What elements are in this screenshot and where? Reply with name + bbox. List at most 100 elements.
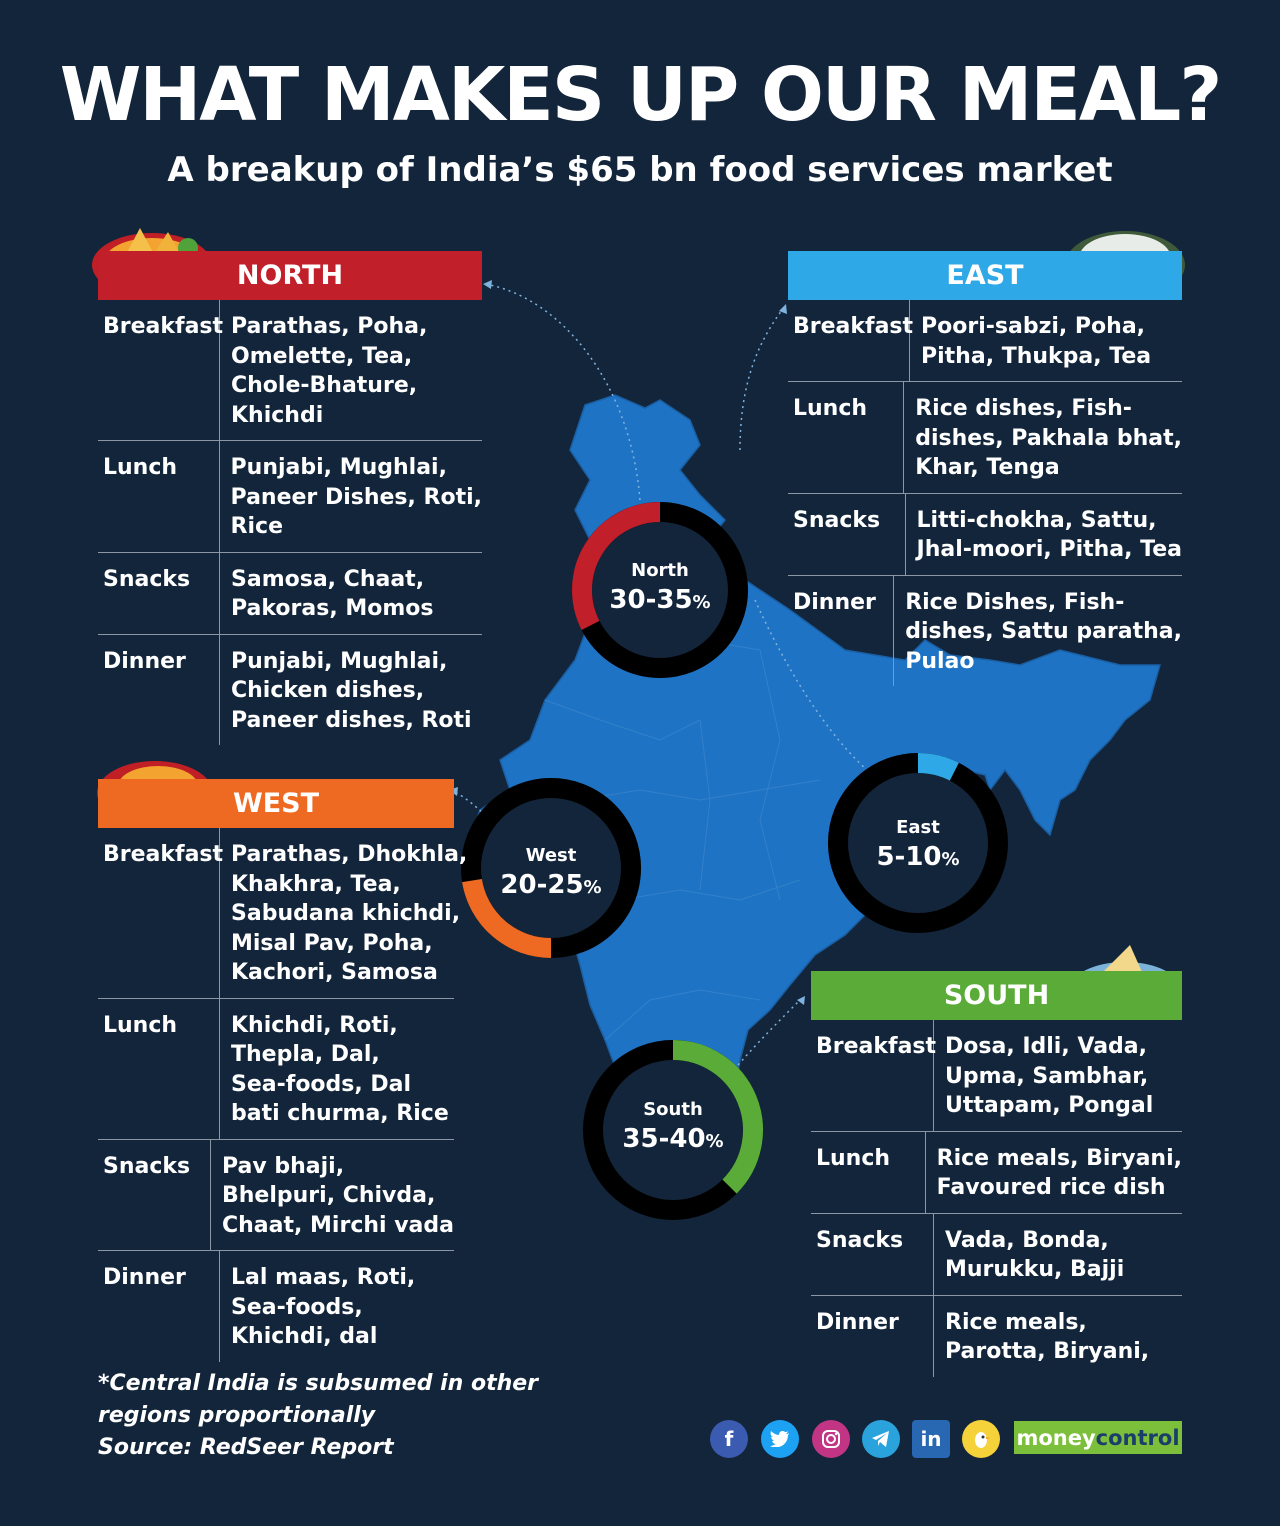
dish-line: Khichdi, dal bbox=[231, 1324, 378, 1349]
meal-dishes: Parathas, Dhokhla, Khakhra, Tea, Sabudana … bbox=[220, 828, 467, 998]
meal-name: Snacks bbox=[98, 1139, 211, 1250]
east-share-label: East 5-10% bbox=[848, 817, 988, 872]
dish-line: Parotta, Biryani, bbox=[945, 1339, 1150, 1364]
south-share-value: 35-40% bbox=[622, 1124, 724, 1154]
dish-line: Chole-Bhature, bbox=[231, 373, 418, 398]
meal-dishes: Parathas, Poha, Omelette, Tea, Chole-Bhatu… bbox=[220, 300, 427, 440]
dish-line: Kachori, Samosa bbox=[231, 960, 438, 985]
south-title: SOUTH bbox=[943, 980, 1050, 1011]
meal-dishes: Punjabi, Mughlai, Chicken dishes, Paneer d… bbox=[220, 635, 472, 746]
west-meal-row: Dinner Lal maas, Roti, Sea-foods, Khichdi, … bbox=[98, 1251, 454, 1362]
west-meal-row: Snacks Pav bhaji, Bhelpuri, Chivda, Chaat, … bbox=[98, 1139, 454, 1251]
dish-line: Poori-sabzi, Poha, bbox=[921, 314, 1146, 339]
linkedin-icon[interactable]: in bbox=[912, 1420, 950, 1458]
dish-line: Lal maas, Roti, bbox=[231, 1265, 416, 1290]
dish-line: Rice meals, Biryani, bbox=[936, 1145, 1182, 1171]
dish-line: Parathas, Dhokhla, bbox=[231, 842, 468, 867]
meal-name: Breakfast bbox=[788, 300, 913, 381]
north-meal-row: Dinner Punjabi, Mughlai, Chicken dishes, Pa… bbox=[98, 634, 482, 746]
west-meal-row: Lunch Khichdi, Roti, Thepla, Dal, Sea-foods… bbox=[98, 998, 454, 1140]
dish-line: Paneer dishes, Roti bbox=[231, 707, 472, 733]
dish-line: Rice meals, bbox=[945, 1309, 1087, 1335]
meal-name: Dinner bbox=[98, 634, 220, 745]
east-donut-share-arc bbox=[917, 753, 959, 781]
dish-line: Vada, Bonda, bbox=[945, 1227, 1109, 1253]
dish-line: Rice dishes, Fish- bbox=[915, 396, 1132, 421]
east-share-value: 5-10% bbox=[876, 842, 960, 872]
south-donut-center bbox=[583, 1040, 763, 1220]
west-share-label: West 20-25% bbox=[481, 845, 621, 900]
dish-line: Rice bbox=[230, 514, 283, 539]
dish-line: Khichdi bbox=[231, 402, 324, 428]
dish-line: Thepla, Dal, bbox=[231, 1042, 380, 1067]
page-title: WHAT MAKES UP OUR MEAL? bbox=[59, 52, 1223, 138]
west-share-value: 20-25% bbox=[500, 870, 602, 900]
twitter-icon[interactable] bbox=[761, 1420, 799, 1458]
meal-name: Breakfast bbox=[98, 300, 223, 440]
moneycontrol-logo[interactable]: money control bbox=[1014, 1421, 1182, 1454]
dish-line: Pitha, Thukpa, Tea bbox=[921, 343, 1152, 369]
dish-line: bati churma, Rice bbox=[231, 1101, 449, 1126]
meal-name: Dinner bbox=[98, 1251, 220, 1362]
meal-name: Snacks bbox=[811, 1213, 934, 1295]
dish-line: Dosa, Idli, Vada, bbox=[945, 1034, 1147, 1059]
north-meal-row: Lunch Punjabi, Mughlai, Paneer Dishes, Rot… bbox=[98, 441, 482, 553]
north-title: NORTH bbox=[236, 260, 344, 291]
meal-name: Lunch bbox=[98, 998, 220, 1139]
dish-line: Punjabi, Mughlai, bbox=[230, 455, 447, 480]
dish-line: Sea-foods, bbox=[231, 1294, 363, 1320]
east-meal-row: Dinner Rice Dishes, Fish-dishes, Sattu pa… bbox=[788, 575, 1182, 686]
koo-icon[interactable] bbox=[962, 1420, 1000, 1458]
dish-line: Murukku, Bajji bbox=[945, 1257, 1125, 1282]
east-donut-center bbox=[828, 753, 1008, 933]
dish-line: Omelette, Tea, bbox=[231, 343, 413, 369]
dish-line: Bhelpuri, Chivda, bbox=[222, 1183, 436, 1208]
meal-dishes: Dosa, Idli, Vada, Upma, Sambhar, Uttapam, … bbox=[934, 1020, 1153, 1131]
south-share-label: South 35-40% bbox=[603, 1099, 743, 1154]
source-line: Source: RedSeer Report bbox=[98, 1435, 394, 1460]
meal-name: Lunch bbox=[811, 1131, 926, 1213]
meal-name: Snacks bbox=[98, 552, 220, 634]
telegram-icon[interactable] bbox=[862, 1420, 900, 1458]
dish-line: Sea-foods, Dal bbox=[231, 1071, 412, 1097]
east-meal-table: Breakfast Poori-sabzi, Poha, Pitha, Thukpa… bbox=[788, 300, 1182, 686]
meal-name: Dinner bbox=[811, 1295, 934, 1377]
instagram-icon[interactable] bbox=[812, 1420, 850, 1458]
meal-dishes: Samosa, Chaat, Pakoras, Momos bbox=[220, 553, 433, 634]
south-meal-row: Breakfast Dosa, Idli, Vada, Upma, Sambhar,… bbox=[811, 1020, 1182, 1132]
dish-line: Samosa, Chaat, bbox=[231, 566, 425, 592]
meal-name: Snacks bbox=[788, 493, 906, 575]
meal-dishes: Rice meals, Parotta, Biryani, bbox=[934, 1296, 1149, 1377]
dish-line: Chaat, Mirchi vada bbox=[222, 1212, 454, 1238]
south-meal-row: Lunch Rice meals, Biryani, Favoured rice d… bbox=[811, 1131, 1182, 1214]
north-donut-center bbox=[572, 502, 748, 678]
dish-line: Sabudana khichdi, bbox=[231, 901, 461, 926]
dish-line: Favoured rice dish bbox=[936, 1175, 1166, 1200]
facebook-icon[interactable]: f bbox=[710, 1420, 748, 1458]
north-donut-share-arc bbox=[572, 502, 661, 630]
dish-line: Rice Dishes, Fish- bbox=[905, 589, 1125, 615]
dish-line: Jhal-moori, Pitha, Tea bbox=[916, 537, 1182, 562]
north-meal-table: Breakfast Parathas, Poha, Omelette, Tea, Ch… bbox=[98, 300, 482, 745]
dish-line: Punjabi, Mughlai, bbox=[231, 648, 448, 674]
footnote-line-1: *Central India is subsumed in other bbox=[98, 1371, 539, 1396]
north-meal-row: Snacks Samosa, Chaat, Pakoras, Momos bbox=[98, 552, 482, 635]
dish-line: Upma, Sambhar, bbox=[945, 1063, 1149, 1089]
east-title: EAST bbox=[946, 260, 1024, 291]
meal-name: Dinner bbox=[788, 575, 895, 686]
dish-line: dishes, Sattu paratha, bbox=[905, 619, 1182, 644]
dish-line: Litti-chokha, Sattu, bbox=[916, 507, 1157, 533]
east-meal-row: Breakfast Poori-sabzi, Poha, Pitha, Thukpa… bbox=[788, 300, 1182, 382]
meal-dishes: Lal maas, Roti, Sea-foods, Khichdi, dal bbox=[220, 1251, 415, 1362]
meal-dishes: Rice dishes, Fish-dishes, Pakhala bhat, K… bbox=[904, 382, 1182, 493]
north-header: NORTH bbox=[98, 251, 482, 300]
west-meal-row: Breakfast Parathas, Dhokhla, Khakhra, Tea,… bbox=[98, 828, 467, 999]
dish-line: Paneer Dishes, Roti, bbox=[230, 484, 482, 510]
meal-name: Lunch bbox=[788, 382, 905, 493]
dish-line: Chicken dishes, bbox=[231, 678, 425, 703]
meal-dishes: Pav bhaji, Bhelpuri, Chivda, Chaat, Mirchi… bbox=[211, 1140, 454, 1251]
south-meal-row: Snacks Vada, Bonda, Murukku, Bajji bbox=[811, 1213, 1182, 1296]
dish-line: Pakoras, Momos bbox=[231, 596, 434, 621]
north-meal-row: Breakfast Parathas, Poha, Omelette, Tea, Ch… bbox=[98, 300, 482, 441]
